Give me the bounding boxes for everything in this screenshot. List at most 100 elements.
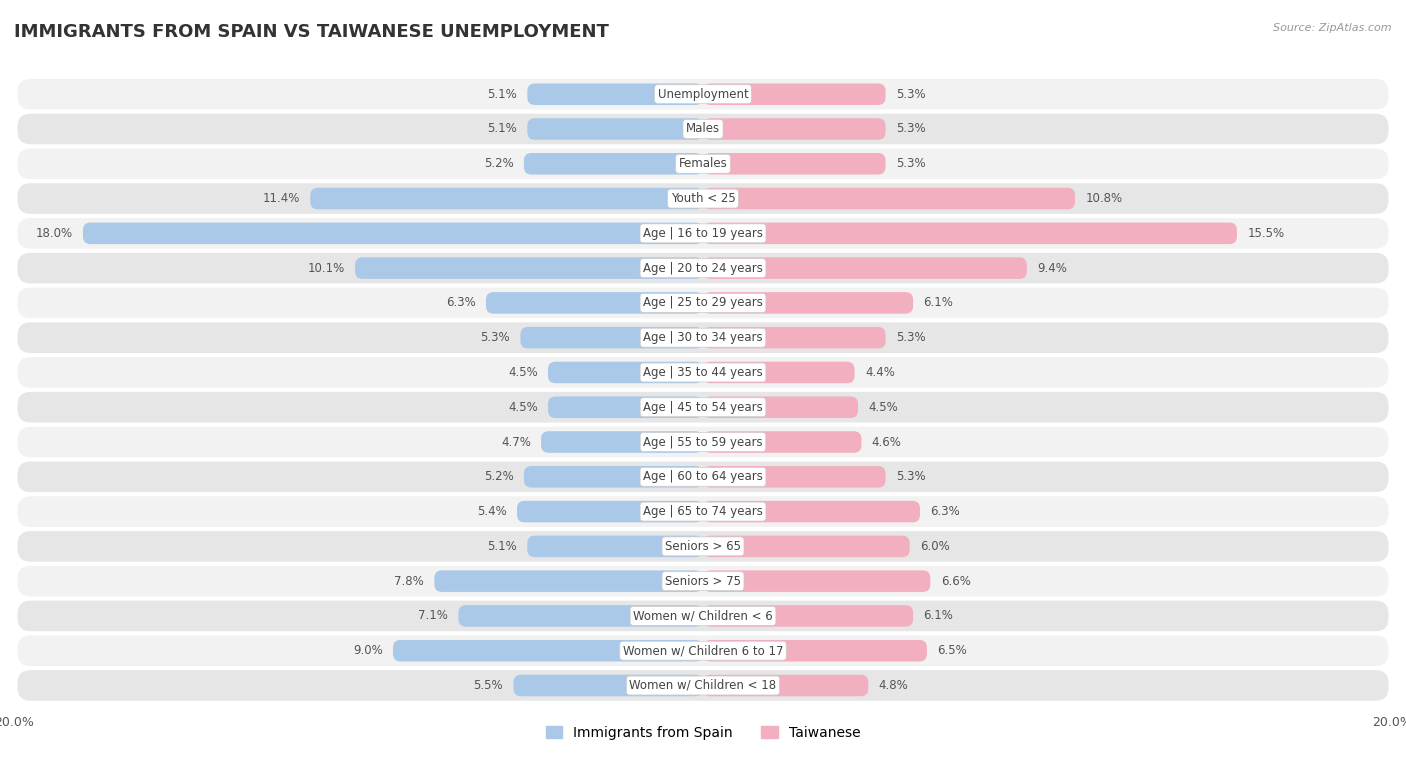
- FancyBboxPatch shape: [703, 257, 1026, 279]
- FancyBboxPatch shape: [83, 223, 703, 244]
- Text: Source: ZipAtlas.com: Source: ZipAtlas.com: [1274, 23, 1392, 33]
- Text: 6.5%: 6.5%: [938, 644, 967, 657]
- Text: 10.8%: 10.8%: [1085, 192, 1122, 205]
- Text: 4.4%: 4.4%: [865, 366, 894, 379]
- FancyBboxPatch shape: [703, 466, 886, 488]
- FancyBboxPatch shape: [527, 83, 703, 105]
- FancyBboxPatch shape: [434, 570, 703, 592]
- FancyBboxPatch shape: [703, 397, 858, 418]
- FancyBboxPatch shape: [17, 497, 1389, 527]
- FancyBboxPatch shape: [527, 536, 703, 557]
- Text: 5.3%: 5.3%: [896, 88, 925, 101]
- FancyBboxPatch shape: [17, 427, 1389, 457]
- FancyBboxPatch shape: [17, 670, 1389, 701]
- FancyBboxPatch shape: [311, 188, 703, 210]
- Text: 4.5%: 4.5%: [869, 400, 898, 414]
- Text: Age | 60 to 64 years: Age | 60 to 64 years: [643, 470, 763, 483]
- FancyBboxPatch shape: [17, 218, 1389, 248]
- FancyBboxPatch shape: [17, 322, 1389, 353]
- Text: Women w/ Children 6 to 17: Women w/ Children 6 to 17: [623, 644, 783, 657]
- Text: 11.4%: 11.4%: [263, 192, 299, 205]
- Text: Age | 45 to 54 years: Age | 45 to 54 years: [643, 400, 763, 414]
- Text: 5.3%: 5.3%: [896, 331, 925, 344]
- FancyBboxPatch shape: [703, 431, 862, 453]
- Text: 5.1%: 5.1%: [488, 88, 517, 101]
- Text: 6.6%: 6.6%: [941, 575, 970, 587]
- FancyBboxPatch shape: [703, 536, 910, 557]
- Text: Seniors > 75: Seniors > 75: [665, 575, 741, 587]
- FancyBboxPatch shape: [17, 392, 1389, 422]
- FancyBboxPatch shape: [703, 188, 1076, 210]
- FancyBboxPatch shape: [392, 640, 703, 662]
- FancyBboxPatch shape: [17, 79, 1389, 110]
- FancyBboxPatch shape: [458, 605, 703, 627]
- FancyBboxPatch shape: [17, 148, 1389, 179]
- Text: Males: Males: [686, 123, 720, 136]
- Text: 9.0%: 9.0%: [353, 644, 382, 657]
- Legend: Immigrants from Spain, Taiwanese: Immigrants from Spain, Taiwanese: [546, 726, 860, 740]
- Text: 15.5%: 15.5%: [1247, 227, 1285, 240]
- Text: Women w/ Children < 6: Women w/ Children < 6: [633, 609, 773, 622]
- FancyBboxPatch shape: [703, 153, 886, 175]
- FancyBboxPatch shape: [17, 183, 1389, 214]
- Text: Youth < 25: Youth < 25: [671, 192, 735, 205]
- Text: 4.7%: 4.7%: [501, 435, 531, 449]
- Text: 5.4%: 5.4%: [477, 505, 506, 518]
- Text: Age | 16 to 19 years: Age | 16 to 19 years: [643, 227, 763, 240]
- FancyBboxPatch shape: [703, 83, 886, 105]
- Text: 5.3%: 5.3%: [481, 331, 510, 344]
- Text: Age | 65 to 74 years: Age | 65 to 74 years: [643, 505, 763, 518]
- FancyBboxPatch shape: [527, 118, 703, 140]
- Text: 9.4%: 9.4%: [1038, 262, 1067, 275]
- FancyBboxPatch shape: [703, 640, 927, 662]
- FancyBboxPatch shape: [517, 501, 703, 522]
- FancyBboxPatch shape: [356, 257, 703, 279]
- FancyBboxPatch shape: [486, 292, 703, 313]
- Text: 5.3%: 5.3%: [896, 123, 925, 136]
- Text: 5.5%: 5.5%: [474, 679, 503, 692]
- Text: 5.3%: 5.3%: [896, 470, 925, 483]
- FancyBboxPatch shape: [520, 327, 703, 348]
- Text: 5.1%: 5.1%: [488, 123, 517, 136]
- FancyBboxPatch shape: [17, 357, 1389, 388]
- FancyBboxPatch shape: [17, 253, 1389, 283]
- Text: Age | 55 to 59 years: Age | 55 to 59 years: [643, 435, 763, 449]
- Text: 5.1%: 5.1%: [488, 540, 517, 553]
- FancyBboxPatch shape: [541, 431, 703, 453]
- Text: 5.3%: 5.3%: [896, 157, 925, 170]
- FancyBboxPatch shape: [703, 292, 912, 313]
- FancyBboxPatch shape: [17, 288, 1389, 318]
- Text: Age | 30 to 34 years: Age | 30 to 34 years: [643, 331, 763, 344]
- Text: Women w/ Children < 18: Women w/ Children < 18: [630, 679, 776, 692]
- Text: Unemployment: Unemployment: [658, 88, 748, 101]
- Text: 4.6%: 4.6%: [872, 435, 901, 449]
- FancyBboxPatch shape: [17, 114, 1389, 145]
- FancyBboxPatch shape: [703, 362, 855, 383]
- FancyBboxPatch shape: [17, 531, 1389, 562]
- Text: 6.3%: 6.3%: [931, 505, 960, 518]
- Text: 5.2%: 5.2%: [484, 157, 513, 170]
- FancyBboxPatch shape: [17, 565, 1389, 597]
- FancyBboxPatch shape: [17, 462, 1389, 492]
- FancyBboxPatch shape: [17, 635, 1389, 666]
- Text: 5.2%: 5.2%: [484, 470, 513, 483]
- FancyBboxPatch shape: [703, 327, 886, 348]
- Text: 7.8%: 7.8%: [394, 575, 425, 587]
- Text: 4.8%: 4.8%: [879, 679, 908, 692]
- Text: Age | 25 to 29 years: Age | 25 to 29 years: [643, 297, 763, 310]
- Text: 6.3%: 6.3%: [446, 297, 475, 310]
- Text: 7.1%: 7.1%: [418, 609, 449, 622]
- Text: 18.0%: 18.0%: [35, 227, 73, 240]
- Text: 4.5%: 4.5%: [508, 400, 537, 414]
- FancyBboxPatch shape: [703, 501, 920, 522]
- FancyBboxPatch shape: [703, 570, 931, 592]
- Text: IMMIGRANTS FROM SPAIN VS TAIWANESE UNEMPLOYMENT: IMMIGRANTS FROM SPAIN VS TAIWANESE UNEMP…: [14, 23, 609, 41]
- FancyBboxPatch shape: [703, 118, 886, 140]
- FancyBboxPatch shape: [703, 223, 1237, 244]
- FancyBboxPatch shape: [703, 605, 912, 627]
- Text: 4.5%: 4.5%: [508, 366, 537, 379]
- Text: 6.1%: 6.1%: [924, 297, 953, 310]
- FancyBboxPatch shape: [524, 466, 703, 488]
- FancyBboxPatch shape: [548, 362, 703, 383]
- Text: 6.0%: 6.0%: [920, 540, 950, 553]
